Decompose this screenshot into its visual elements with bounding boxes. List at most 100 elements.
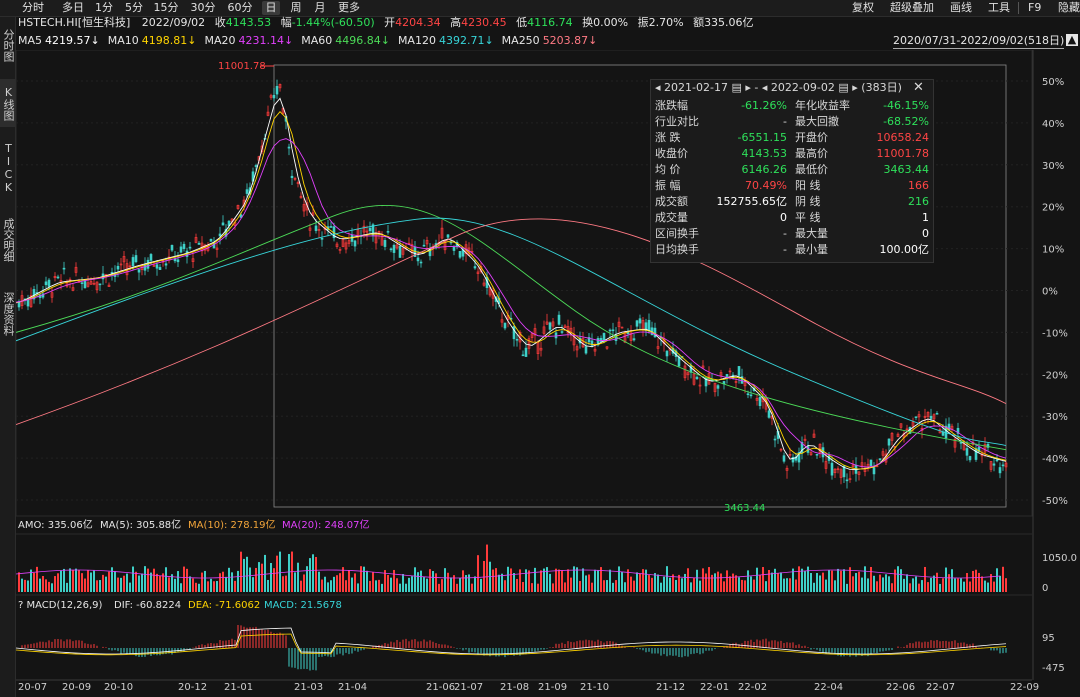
volume-bar [882, 577, 884, 592]
stats-label: 日均换手 [655, 243, 699, 256]
volume-bar [189, 576, 191, 592]
candle-body [131, 257, 135, 267]
close-icon[interactable]: ✕ [913, 80, 924, 95]
candle-body [815, 453, 819, 456]
volume-bar [336, 575, 338, 592]
prev-start-icon[interactable]: ◂ [655, 81, 661, 94]
toolbar-right-0[interactable]: 复权 [852, 1, 874, 14]
toolbar-right-1[interactable]: 超级叠加 [890, 1, 934, 14]
period-2[interactable]: 1分 [95, 1, 113, 14]
volume-bar [348, 570, 350, 592]
candle-body [629, 332, 633, 341]
candle-body [164, 263, 168, 266]
date-range[interactable]: 2020/07/31-2022/09/02(518日) [893, 34, 1065, 49]
volume-bar [738, 577, 740, 592]
tab-depth-data[interactable]: 深度资料 [2, 292, 15, 336]
candle-body [107, 284, 111, 287]
volume-bar [375, 580, 377, 592]
volume-bar [39, 578, 41, 592]
volume-bar [357, 583, 359, 592]
range-dropdown-icon[interactable]: ▲ [1066, 33, 1078, 46]
y-tick-label: 20% [1042, 203, 1064, 214]
volume-bar [150, 572, 152, 592]
stats-label: 开盘价 [795, 131, 828, 144]
ma60-line [16, 205, 1007, 451]
volume-bar [663, 576, 665, 592]
volume-bar [963, 581, 965, 592]
amplitude-value: 2.70% [648, 16, 684, 29]
amo-title: AMO: 335.06亿 [18, 518, 93, 531]
volume-bar [312, 554, 314, 592]
volume-bar [651, 577, 653, 592]
period-9[interactable]: 月 [314, 1, 326, 14]
candle-body [587, 337, 591, 343]
candle-body [779, 448, 783, 451]
period-6[interactable]: 60分 [227, 1, 253, 14]
calendar-icon[interactable]: ▤ [731, 81, 742, 94]
candle-body [683, 365, 687, 379]
tab-trade-detail[interactable]: 成交明细 [2, 218, 15, 262]
volume-bar [198, 583, 200, 592]
tab-intraday[interactable]: 分时图 [2, 28, 15, 62]
volume-bar [102, 574, 104, 592]
volume-bar [390, 577, 392, 592]
volume-bar [564, 582, 566, 592]
volume-bar [63, 568, 65, 592]
volume-bar [837, 568, 839, 592]
volume-bar [531, 583, 533, 592]
volume-bar [831, 570, 833, 592]
toolbar-right-4[interactable]: F9 [1028, 1, 1042, 14]
period-0[interactable]: 分时 [22, 1, 44, 14]
volume-bar [66, 582, 68, 592]
volume-bar [987, 582, 989, 592]
period-7[interactable]: 日 [262, 1, 280, 15]
tab-tick[interactable]: TICK [2, 142, 15, 194]
toolbar-right-2[interactable]: 画线 [950, 1, 972, 14]
candle-body [26, 299, 30, 307]
y-tick-label: 30% [1042, 161, 1064, 172]
stats-label: 振 幅 [655, 179, 681, 192]
candle-body [800, 442, 804, 454]
candle-body [98, 283, 102, 286]
volume-bar [429, 569, 431, 592]
ma-label: MA120 [397, 34, 436, 47]
next-start-icon[interactable]: ▸ [745, 81, 751, 94]
candle-body [860, 462, 864, 467]
prev-end-icon[interactable]: ◂ [761, 81, 768, 94]
calendar-icon[interactable]: ▤ [838, 81, 849, 94]
period-5[interactable]: 30分 [190, 1, 216, 14]
period-10[interactable]: 更多 [338, 1, 360, 14]
volume-bar [780, 572, 782, 592]
toolbar-right-3[interactable]: 工具 [988, 1, 1010, 14]
stats-label: 平 线 [795, 211, 821, 224]
candle-body [878, 458, 882, 460]
period-8[interactable]: 周 [290, 1, 302, 14]
volume-bar [72, 569, 74, 592]
end-date[interactable]: 2022-09-02 [770, 81, 835, 94]
volume-bar [351, 577, 353, 592]
volume-bar [660, 582, 662, 592]
period-4[interactable]: 15分 [153, 1, 179, 14]
candle-body [995, 459, 999, 462]
x-tick-label: 21-10 [580, 682, 609, 693]
candle-body [698, 384, 702, 387]
period-1[interactable]: 多日 [62, 1, 84, 14]
volume-bar [126, 573, 128, 592]
volume-bar [255, 567, 257, 592]
x-tick-label: 22-01 [700, 682, 729, 693]
candle-body [791, 457, 795, 463]
toolbar-right-5[interactable]: 隐藏 [1058, 1, 1080, 14]
ma-line [16, 111, 1007, 470]
volume-bar [513, 573, 515, 592]
candle-body [287, 146, 291, 149]
candle-body [446, 234, 450, 238]
low-label: 低 [516, 16, 528, 29]
volume-bar [381, 583, 383, 592]
start-date[interactable]: 2021-02-17 [664, 81, 728, 94]
candle-body [545, 321, 549, 325]
next-end-icon[interactable]: ▸ [852, 81, 858, 94]
ma-label: MA10 [107, 34, 139, 47]
period-3[interactable]: 5分 [125, 1, 143, 14]
candle-body [533, 328, 537, 336]
tab-kline[interactable]: K线图 [0, 79, 15, 127]
